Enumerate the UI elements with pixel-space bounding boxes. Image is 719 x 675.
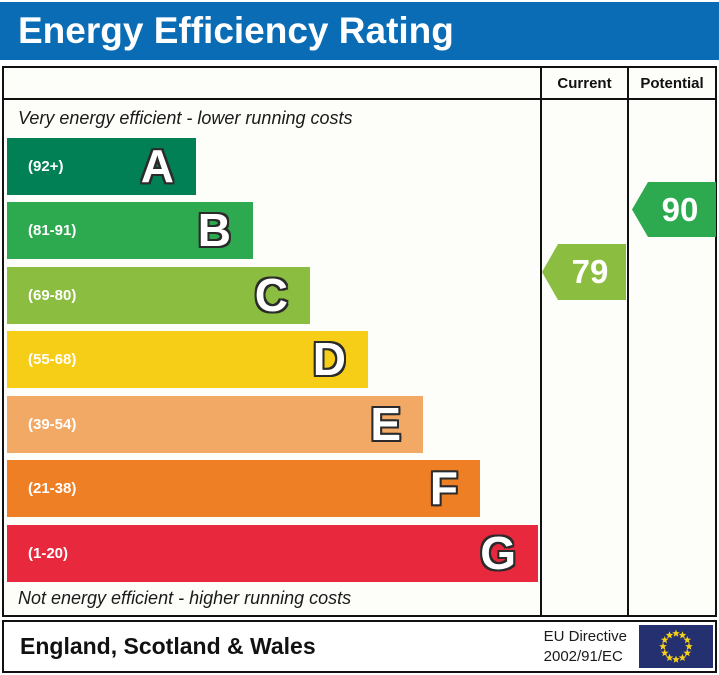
band-g-letter: G	[480, 527, 516, 579]
band-e-letter: E	[370, 398, 401, 450]
band-f-range-label: (21-38)	[28, 480, 77, 497]
band-g: (1-20) G	[7, 525, 538, 582]
band-b-letter: B	[197, 204, 231, 256]
column-header-current: Current	[557, 74, 612, 92]
band-c-letter: C	[254, 269, 288, 321]
band-d: (55-68) D	[7, 331, 368, 388]
band-d-range-label: (55-68)	[28, 351, 77, 368]
current-rating-arrow: 79	[542, 244, 626, 300]
band-a-letter: A	[140, 140, 174, 192]
band-g-range-label: (1-20)	[28, 545, 69, 562]
rating-table: Current Potential Very energy efficient …	[2, 66, 717, 617]
potential-rating-value: 90	[661, 190, 699, 228]
title-bar: Energy Efficiency Rating	[0, 2, 719, 60]
band-a: (92+) A	[7, 138, 196, 195]
band-d-letter: D	[312, 333, 346, 385]
eu-directive-line2: 2002/91/EC	[543, 647, 623, 665]
band-e-range-label: (39-54)	[28, 416, 77, 433]
current-column-divider	[540, 68, 542, 615]
eu-flag-icon	[639, 625, 713, 668]
band-b-range-label: (81-91)	[28, 222, 77, 239]
band-c-range-label: (69-80)	[28, 287, 77, 304]
band-a-range-label: (92+)	[28, 158, 64, 175]
potential-rating-arrow: 90	[632, 182, 716, 237]
region-label: England, Scotland & Wales	[20, 633, 316, 659]
column-header-potential: Potential	[640, 74, 704, 92]
band-e: (39-54) E	[7, 396, 423, 453]
eu-directive-label: EU Directive 2002/91/EC	[544, 626, 627, 667]
footer-bar: England, Scotland & Wales EU Directive 2…	[2, 620, 717, 673]
band-c: (69-80) C	[7, 267, 310, 324]
eu-directive-line1: EU Directive	[543, 627, 627, 645]
current-rating-value: 79	[571, 253, 609, 290]
band-b: (81-91) B	[7, 202, 253, 259]
bottom-annotation: Not energy efficient - higher running co…	[18, 588, 352, 608]
band-f: (21-38) F	[7, 460, 480, 517]
potential-column-divider	[627, 68, 629, 615]
top-annotation: Very energy efficient - lower running co…	[18, 108, 353, 128]
page-title: Energy Efficiency Rating	[18, 10, 454, 51]
rating-chart-area: Very energy efficient - lower running co…	[4, 100, 540, 615]
table-header: Current Potential	[4, 68, 715, 100]
band-f-letter: F	[429, 462, 458, 514]
